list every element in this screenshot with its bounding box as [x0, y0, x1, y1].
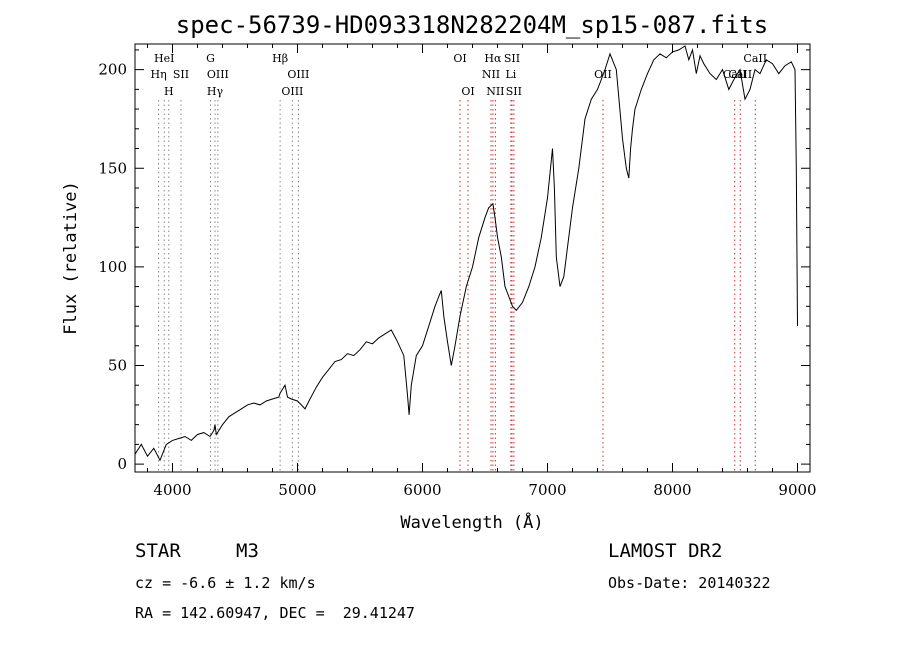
line-marker-label: CaII [743, 52, 767, 65]
x-axis-ticks: 4000 5000 6000 7000 8000 9000 [147, 44, 817, 499]
y-tick-label: 100 [98, 258, 127, 276]
chart-title: spec-56739-HD093318N282204M_sp15-087.fit… [176, 11, 768, 39]
line-marker-label: HeI [154, 52, 174, 65]
spectrum-series-line [134, 45, 798, 462]
line-marker-label: OI [461, 85, 474, 98]
line-marker-label: NII [482, 68, 500, 81]
y-tick-label: 0 [117, 455, 127, 473]
coordinates: RA = 142.60947, DEC = 29.41247 [135, 604, 415, 622]
survey-name: LAMOST DR2 [608, 540, 723, 562]
line-marker-label: Hα [484, 52, 502, 65]
object-subclass: M3 [236, 540, 259, 562]
x-tick-label: 8000 [653, 481, 691, 499]
line-marker-label: OIII [281, 85, 303, 98]
redshift-velocity: cz = -6.6 ± 1.2 km/s [135, 574, 316, 592]
line-marker-label: Hη [151, 68, 167, 81]
line-marker-label: OI [453, 52, 466, 65]
x-tick-label: 6000 [403, 481, 441, 499]
line-marker-label: SII [506, 85, 522, 98]
line-marker-label: Hβ [272, 52, 288, 65]
x-tick-label: 7000 [528, 481, 566, 499]
y-axis-ticks: 0 50 100 150 200 [98, 49, 810, 473]
plot-frame [134, 43, 811, 473]
x-tick-label: 9000 [778, 481, 816, 499]
object-class: STAR [135, 540, 181, 562]
line-marker-label: Hγ [207, 85, 224, 98]
x-tick-label: 4000 [153, 481, 191, 499]
line-marker-label: SII [504, 52, 520, 65]
y-axis-label: Flux (relative) [61, 181, 81, 335]
line-marker-labels: HηHeIHSIIGHγOIIIHβOIIIOIIIOIOINIIHαNIILi… [151, 52, 768, 98]
line-markers [158, 100, 756, 472]
line-marker-label: H [164, 85, 174, 98]
observation-date: Obs-Date: 20140322 [608, 574, 771, 592]
line-marker-label: NII [486, 85, 504, 98]
line-marker-label: OIII [287, 68, 309, 81]
line-marker-label: G [206, 52, 215, 65]
y-tick-label: 50 [108, 356, 127, 374]
x-axis-label: Wavelength (Å) [400, 511, 543, 533]
y-tick-label: 150 [98, 159, 127, 177]
line-marker-label: OIII [207, 68, 229, 81]
line-marker-label: Li [505, 68, 516, 81]
x-tick-label: 5000 [278, 481, 316, 499]
line-marker-label: SII [173, 68, 189, 81]
y-tick-label: 200 [98, 61, 127, 79]
